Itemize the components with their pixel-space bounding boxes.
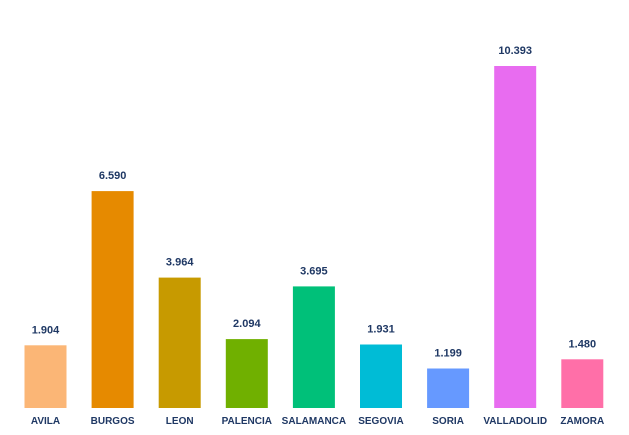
bar-leon xyxy=(158,277,201,408)
value-label-soria: 1.199 xyxy=(434,348,462,360)
category-label-soria: SORIA xyxy=(432,416,464,427)
value-label-salamanca: 3.695 xyxy=(300,265,328,277)
category-label-burgos: BURGOS xyxy=(91,416,135,427)
category-label-zamora: ZAMORA xyxy=(560,416,604,427)
category-labels-layer: AVILA BURGOS LEON PALENCIA SALAMANCA SEGOVIA S… xyxy=(31,416,604,427)
category-label-palencia: PALENCIA xyxy=(222,416,272,427)
bars-layer xyxy=(24,66,604,408)
value-label-avila: 1.904 xyxy=(32,324,60,336)
value-label-palencia: 2.094 xyxy=(233,318,261,330)
value-label-leon: 3.964 xyxy=(166,257,194,269)
category-label-salamanca: SALAMANCA xyxy=(282,416,346,427)
category-label-leon: LEON xyxy=(166,416,194,427)
bar-zamora xyxy=(561,359,604,408)
value-label-burgos: 6.590 xyxy=(99,170,127,182)
category-label-valladolid: VALLADOLID xyxy=(483,416,547,427)
value-label-segovia: 1.931 xyxy=(367,324,395,336)
category-label-segovia: SEGOVIA xyxy=(358,416,404,427)
bar-segovia xyxy=(360,344,402,408)
bar-burgos xyxy=(91,191,134,408)
value-labels-layer: 1.904 6.590 3.964 2.094 3.695 1.931 1.199 10.39… xyxy=(32,45,596,360)
bar-palencia xyxy=(225,339,268,408)
value-label-valladolid: 10.393 xyxy=(498,45,532,57)
bar-salamanca xyxy=(292,286,335,408)
value-label-zamora: 1.480 xyxy=(569,338,597,350)
bar-valladolid xyxy=(494,66,537,408)
category-label-avila: AVILA xyxy=(31,416,60,427)
bar-soria xyxy=(427,368,470,408)
bar-avila xyxy=(24,345,67,408)
